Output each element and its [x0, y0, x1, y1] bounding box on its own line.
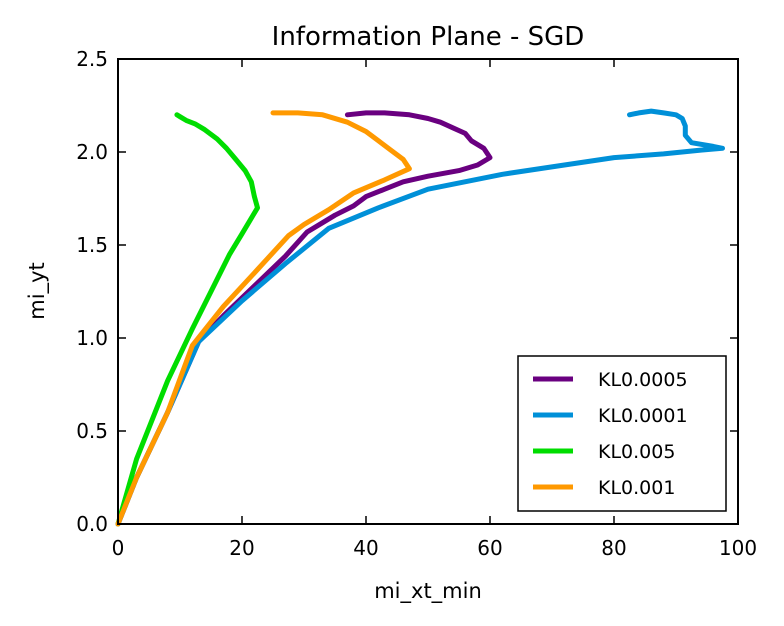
y-tick-label: 2.0 [76, 140, 108, 164]
legend-label: KL0.001 [598, 477, 675, 499]
series-line-kl0-0005 [115, 110, 493, 527]
legend: KL0.0005 KL0.0001 KL0.005 KL0.001 [517, 355, 727, 512]
x-tick-label: 60 [477, 536, 502, 560]
y-tick-label: 0.5 [76, 419, 108, 443]
series-line-kl0-001 [115, 110, 412, 527]
chart-title: Information Plane - SGD [272, 22, 585, 52]
legend-label: KL0.0001 [598, 405, 688, 427]
series-layer [115, 108, 725, 527]
ticks-layer: 0 20 40 60 80 100 0.0 0.5 1.0 1.5 2.0 2.5 [76, 47, 757, 560]
x-tick-label: 40 [353, 536, 378, 560]
x-tick-label: 80 [601, 536, 626, 560]
y-axis-label: mi_yt [25, 262, 50, 319]
y-tick-label: 1.5 [76, 233, 108, 257]
legend-label: KL0.0005 [598, 369, 688, 391]
plot-frame [117, 58, 739, 525]
x-tick-label: 0 [112, 536, 125, 560]
y-tick-label: 0.0 [76, 512, 108, 536]
series-line-kl0-0001 [115, 108, 725, 527]
y-tick-label: 1.0 [76, 326, 108, 350]
x-tick-label: 100 [719, 536, 757, 560]
x-axis-label: mi_xt_min [374, 579, 482, 604]
x-tick-label: 20 [229, 536, 254, 560]
y-tick-label: 2.5 [76, 47, 108, 71]
series-line-kl0-005 [115, 112, 260, 527]
legend-label: KL0.005 [598, 441, 675, 463]
